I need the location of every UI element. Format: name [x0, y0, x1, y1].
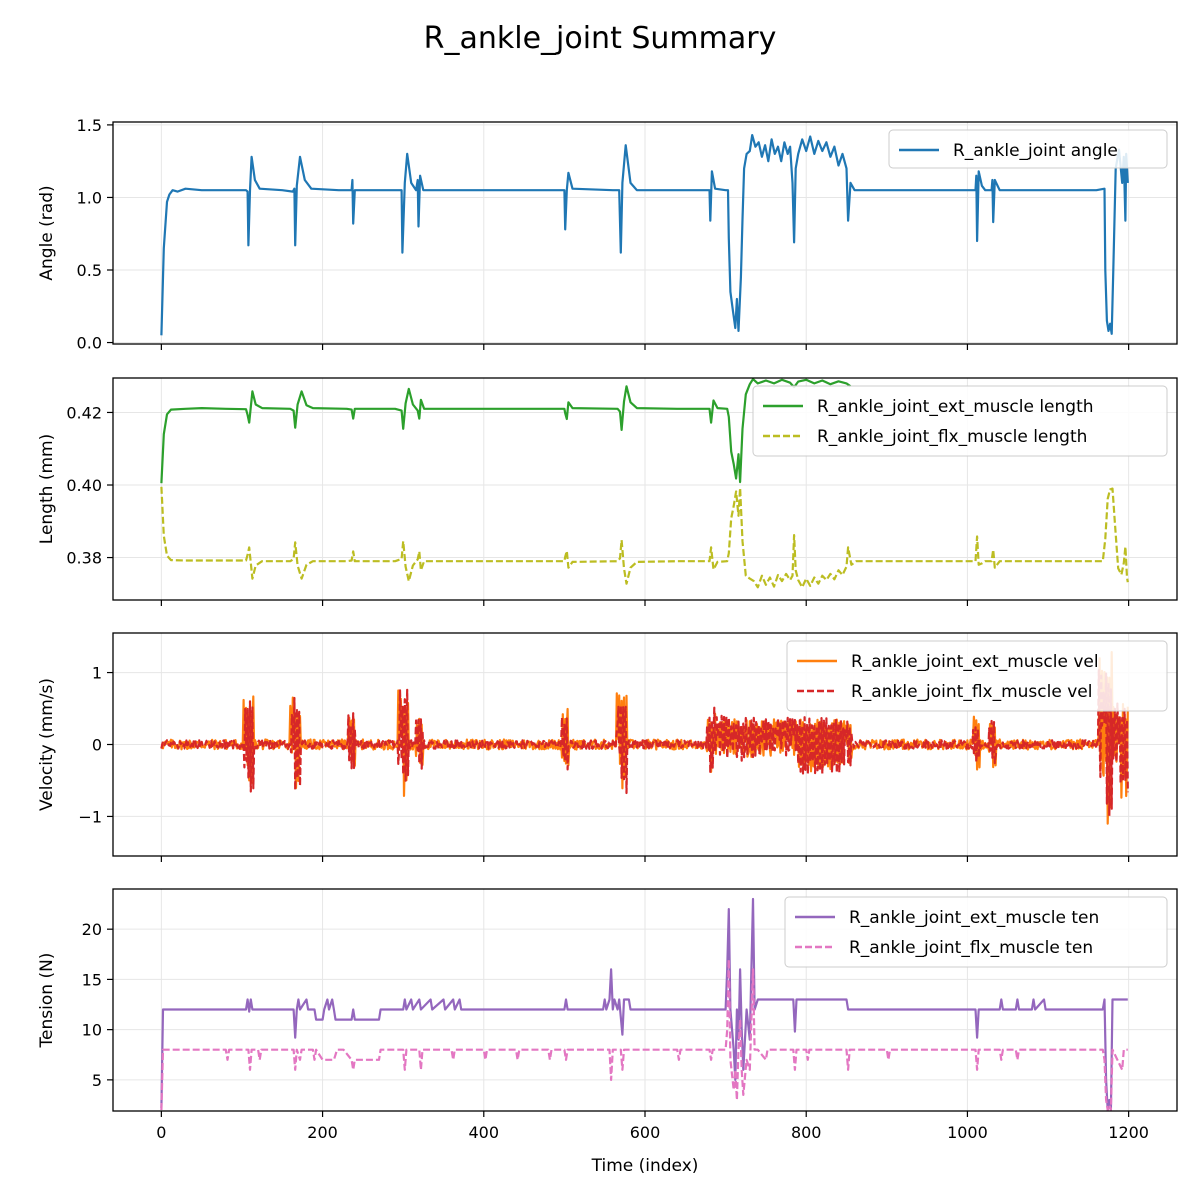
y-tick-label: 1.5 [77, 116, 102, 135]
x-axis-label: Time (index) [591, 1156, 699, 1176]
y-tick-label: 0 [92, 736, 102, 755]
x-tick-label: 1000 [947, 1123, 988, 1142]
legend-label: R_ankle_joint_ext_muscle vel [851, 652, 1099, 672]
y-tick-label: 0.42 [66, 403, 102, 422]
legend-label: R_ankle_joint angle [953, 141, 1118, 161]
panel-2: 0.38 0.40 0.42 Length (mm) R_ankle_joint_ext… [37, 377, 1178, 606]
legend-box [888, 129, 1168, 169]
series-line-2-1 [160, 378, 852, 484]
legend-label: R_ankle_joint_ext_muscle length [817, 397, 1094, 417]
y-tick-label: 0.5 [77, 261, 102, 280]
series-line-4-2 [160, 958, 1128, 1111]
series-line-1-1 [160, 134, 1129, 336]
figure-title: R_ankle_joint Summary [424, 21, 777, 56]
legend: R_ankle_joint_ext_muscle length R_ankle_j… [752, 385, 1168, 457]
x-tick-label: 400 [469, 1123, 500, 1142]
series-line-2-2 [160, 486, 1129, 589]
y-axis-label: Tension (N) [37, 953, 57, 1049]
y-tick-label: 10 [82, 1021, 102, 1040]
legend-box [752, 385, 1168, 457]
y-axis-label: Angle (rad) [37, 185, 57, 280]
x-tick-label: 600 [630, 1123, 661, 1142]
y-axis-label: Velocity (mm/s) [37, 678, 57, 811]
legend: R_ankle_joint angle [888, 129, 1168, 169]
panel-1: 0.0 0.5 1.0 1.5 Angle (rad) R_ankle_joint ang… [37, 116, 1178, 353]
legend-box [784, 896, 1168, 968]
legend: R_ankle_joint_ext_muscle ten R_ankle_join… [784, 896, 1168, 968]
y-tick-label: 0.0 [77, 334, 102, 353]
legend: R_ankle_joint_ext_muscle vel R_ankle_join… [786, 640, 1168, 712]
series-line-3-2 [160, 669, 1129, 817]
legend-label: R_ankle_joint_flx_muscle length [817, 427, 1087, 447]
y-tick-label: 15 [82, 970, 102, 989]
y-axis-label: Length (mm) [37, 434, 57, 544]
legend-label: R_ankle_joint_ext_muscle ten [849, 908, 1099, 928]
x-tick-label: 1200 [1108, 1123, 1149, 1142]
legend-label: R_ankle_joint_flx_muscle ten [849, 938, 1093, 958]
y-tick-label: 0.38 [66, 549, 102, 568]
panel-3: −1 0 1 Velocity (mm/s) R_ankle_joint_ext_mus… [37, 632, 1178, 862]
x-tick-label: 200 [307, 1123, 338, 1142]
legend-label: R_ankle_joint_flx_muscle vel [851, 682, 1092, 702]
y-tick-label: 5 [92, 1071, 102, 1090]
x-tick-label: 800 [791, 1123, 822, 1142]
y-tick-label: −1 [78, 807, 102, 826]
y-tick-label: 1.0 [77, 188, 102, 207]
x-tick-label: 0 [156, 1123, 166, 1142]
y-tick-label: 1 [92, 664, 102, 683]
y-tick-label: 0.40 [66, 476, 102, 495]
series-line-4-1 [160, 897, 1128, 1111]
y-tick-label: 20 [82, 920, 102, 939]
legend-box [786, 640, 1168, 712]
